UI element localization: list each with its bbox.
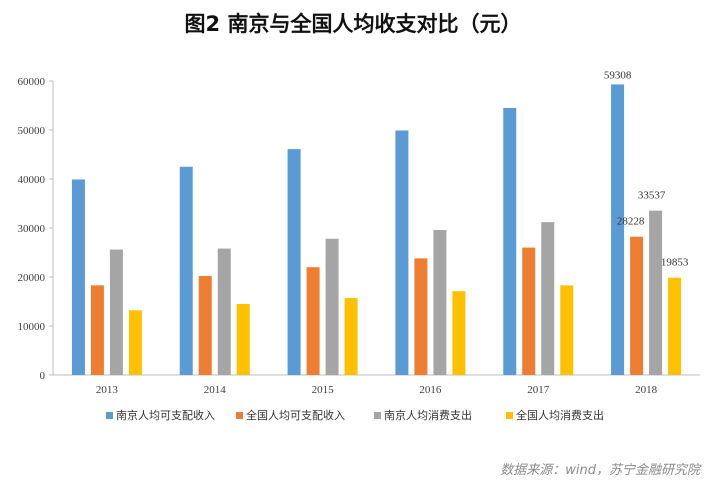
bars [71, 84, 682, 375]
bar [452, 291, 466, 375]
bar [611, 84, 625, 375]
y-tick-label: 10000 [18, 321, 46, 333]
x-tick-label: 2018 [635, 384, 658, 396]
x-tick-label: 2014 [204, 384, 227, 396]
legend-label: 全国人均可支配收入 [246, 408, 345, 422]
y-tick-label: 30000 [18, 223, 46, 235]
x-tick-label: 2016 [419, 384, 442, 396]
bar [236, 303, 250, 375]
bar [71, 179, 85, 375]
bar [630, 236, 644, 375]
bar [414, 258, 428, 375]
data-label: 28228 [617, 216, 645, 228]
data-labels: 59308 28228 33537 19853 [604, 69, 689, 268]
bar [344, 298, 358, 375]
x-tick-label: 2013 [96, 384, 119, 396]
legend-swatch [106, 412, 113, 419]
axes: 0 10000 20000 30000 40000 50000 60000 2013 2014 2… [18, 76, 700, 396]
bar [560, 285, 574, 375]
y-tick-label: 50000 [18, 125, 46, 137]
chart-title: 图2 南京与全国人均收支对比（元） [185, 12, 522, 36]
source-note: 数据来源：wind，苏宁金融研究院 [500, 462, 702, 478]
bar [325, 238, 339, 375]
data-label: 59308 [604, 69, 632, 81]
x-tick-label: 2017 [527, 384, 550, 396]
bar [395, 130, 409, 375]
bar [90, 285, 104, 375]
bar [522, 247, 536, 375]
bar [541, 222, 555, 375]
bar [128, 310, 142, 375]
legend-label: 南京人均消费支出 [384, 408, 472, 422]
bar [179, 166, 193, 375]
bar [198, 276, 212, 375]
legend-swatch [506, 412, 513, 419]
y-tick-label: 0 [40, 370, 46, 382]
y-tick-label: 20000 [18, 272, 46, 284]
bar [287, 149, 301, 375]
bar [668, 277, 682, 375]
bar [306, 267, 320, 375]
legend-label: 全国人均消费支出 [516, 408, 604, 422]
legend-swatch [236, 412, 243, 419]
bar [433, 229, 447, 375]
bar [109, 249, 123, 375]
legend-swatch [374, 412, 381, 419]
data-label: 33537 [638, 190, 666, 202]
y-tick-label: 60000 [18, 76, 46, 88]
y-tick-label: 40000 [18, 174, 46, 186]
bar [649, 210, 663, 375]
bar [217, 248, 231, 375]
data-label: 19853 [661, 257, 689, 269]
x-tick-label: 2015 [312, 384, 335, 396]
legend-label: 南京人均可支配收入 [116, 408, 215, 422]
bar [503, 107, 517, 375]
legend: 南京人均可支配收入 全国人均可支配收入 南京人均消费支出 全国人均消费支出 [106, 408, 604, 422]
